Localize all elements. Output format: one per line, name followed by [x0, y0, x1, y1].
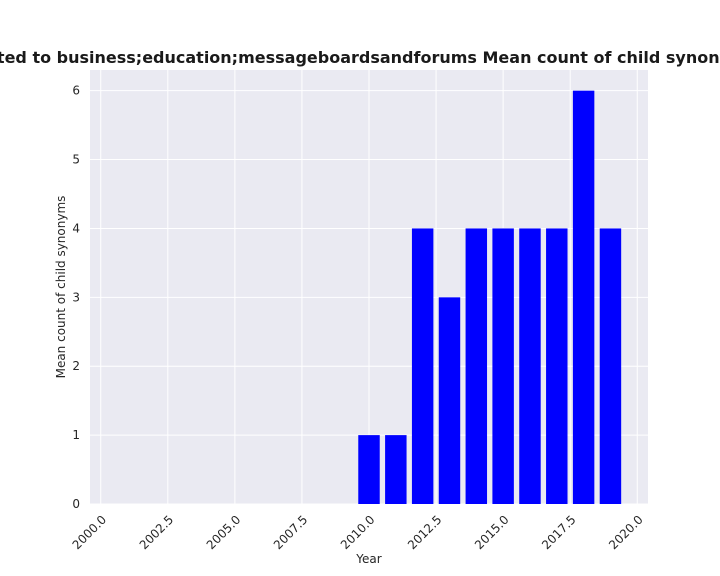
x-tick-label: 2017.5: [539, 513, 579, 553]
bar-2015: [492, 228, 514, 504]
y-tick-label: 0: [72, 497, 80, 511]
x-axis-ticks: 2000.0 2002.5 2005.0 2007.5 2010.0 2012.5 2015…: [70, 513, 646, 553]
bars-group: [358, 90, 622, 505]
x-tick-label: 2015.0: [472, 513, 512, 553]
y-tick-label: 4: [72, 221, 80, 235]
bar-2014: [465, 228, 488, 504]
y-axis-label: Mean count of child synonyms: [54, 196, 68, 379]
y-tick-label: 3: [72, 290, 80, 304]
chart-title: Websites related to business;education;m…: [0, 48, 720, 67]
x-tick-label: 2002.5: [137, 513, 177, 553]
y-tick-label: 1: [72, 428, 80, 442]
bar-2010: [358, 435, 380, 504]
bar-2013: [438, 297, 461, 504]
x-tick-label: 2000.0: [70, 513, 110, 553]
y-tick-label: 6: [72, 84, 80, 98]
bar-2016: [519, 228, 541, 504]
bar-2017: [546, 228, 568, 504]
x-tick-label: 2010.0: [338, 513, 378, 553]
bar-2011: [385, 435, 407, 504]
bar-2019: [599, 228, 622, 504]
y-tick-label: 2: [72, 359, 80, 373]
bar-2018: [572, 90, 595, 505]
y-axis-ticks: 0 1 2 3 4 5 6: [72, 84, 80, 511]
x-tick-label: 2005.0: [204, 513, 244, 553]
bar-2012: [411, 228, 434, 504]
y-tick-label: 5: [72, 153, 80, 167]
x-tick-label: 2007.5: [271, 513, 311, 553]
x-axis-label: Year: [355, 552, 381, 566]
x-tick-label: 2012.5: [405, 513, 445, 553]
x-tick-label: 2020.0: [606, 513, 646, 553]
